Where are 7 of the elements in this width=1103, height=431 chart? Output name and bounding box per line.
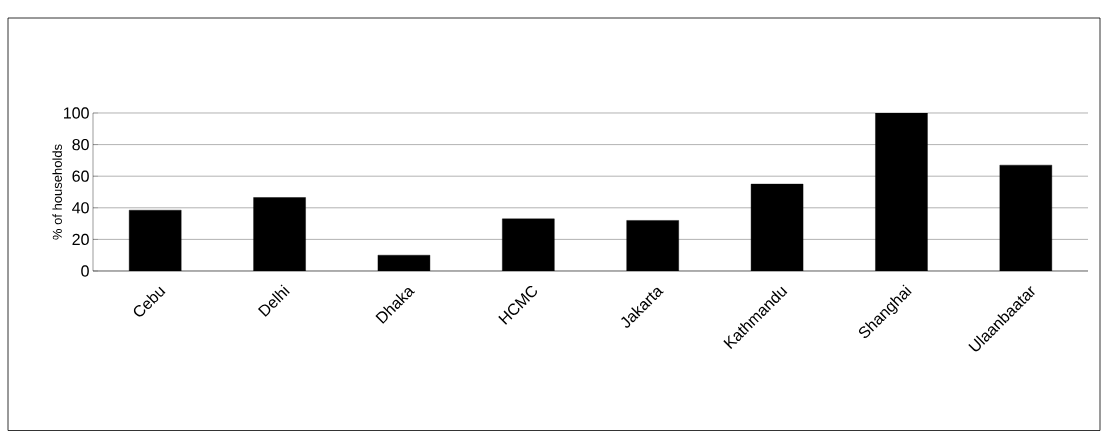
y-tick-label: 60 <box>72 170 89 182</box>
y-tick-label: 40 <box>72 202 89 214</box>
y-axis-title: % of households <box>52 144 62 240</box>
y-tick-label: 20 <box>72 233 89 246</box>
y-tick-label: 100 <box>64 107 89 119</box>
y-tick-label: 80 <box>72 138 89 151</box>
y-tick-label: 0 <box>81 265 89 277</box>
